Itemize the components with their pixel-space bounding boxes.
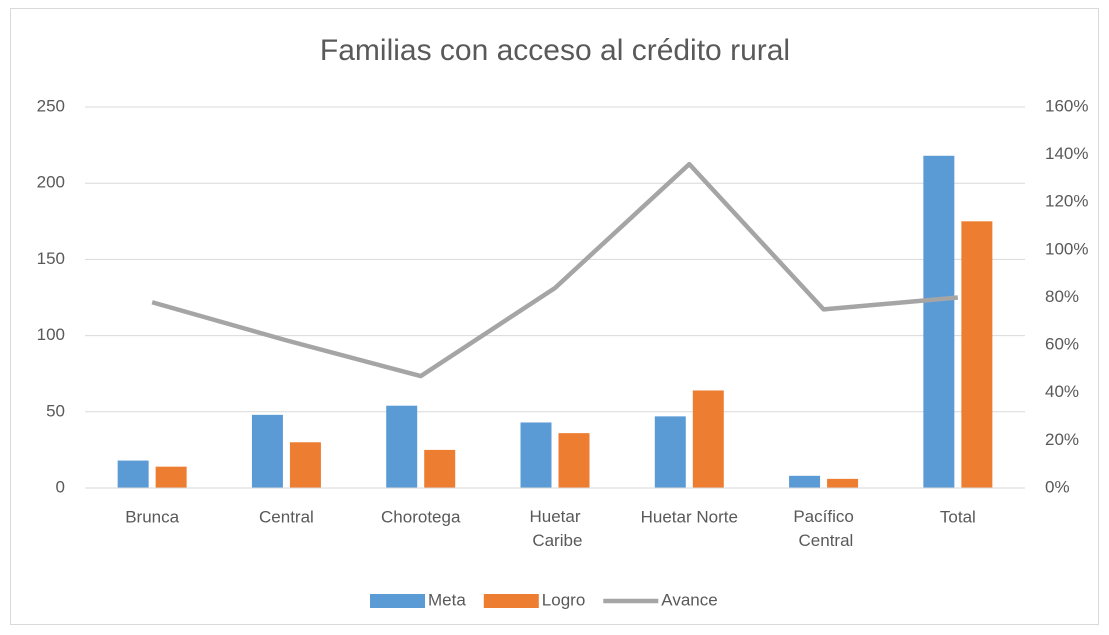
bar	[654, 416, 686, 488]
y2-tick-label: 140%	[1045, 144, 1088, 163]
y2-tick-label: 40%	[1045, 382, 1079, 401]
y2-tick-label: 0%	[1045, 477, 1070, 496]
x-tick-label: Chorotega	[381, 507, 461, 526]
x-tick-line: Caribe	[528, 531, 583, 550]
x-tick-label: Total	[940, 507, 976, 526]
y-tick-label: 250	[37, 96, 65, 115]
y2-tick-label: 120%	[1045, 192, 1088, 211]
bar	[558, 433, 590, 488]
bar	[789, 475, 821, 488]
legend-swatch	[483, 594, 539, 608]
bar	[692, 390, 724, 488]
chart-title: Familias con acceso al crédito rural	[320, 34, 790, 67]
bar	[289, 442, 321, 488]
y-tick-label: 150	[37, 249, 65, 268]
legend-label: Meta	[428, 590, 466, 609]
y-tick-label: 100	[37, 325, 65, 344]
y-tick-label: 50	[46, 401, 65, 420]
bar	[520, 422, 552, 488]
y2-tick-label: 80%	[1045, 287, 1079, 306]
x-tick-label: Brunca	[125, 507, 179, 526]
y-tick-label: 200	[37, 173, 65, 192]
y-tick-label: 0	[56, 477, 65, 496]
y2-tick-label: 20%	[1045, 430, 1079, 449]
bar	[251, 414, 283, 488]
line-series	[151, 161, 959, 379]
y2-tick-label: 160%	[1045, 96, 1088, 115]
bar	[923, 155, 955, 488]
legend-swatch	[370, 594, 425, 608]
x-tick-label: Huetar Caribe	[528, 507, 583, 550]
bar	[117, 460, 149, 488]
x-tick-line: Pacífico	[793, 507, 853, 526]
legend-label: Avance	[661, 590, 717, 609]
bar	[961, 221, 993, 489]
x-tick-label: Huetar Norte	[641, 507, 738, 526]
y2-tick-label: 100%	[1045, 239, 1088, 258]
bar	[386, 405, 418, 488]
chart-frame	[10, 8, 1099, 625]
bar	[827, 478, 859, 488]
x-tick-line: Central	[794, 531, 854, 550]
x-tick-label: Pacífico Central	[793, 507, 853, 550]
legend-label: Logro	[542, 590, 585, 609]
x-tick-line: Huetar	[529, 507, 580, 526]
bar	[424, 449, 456, 488]
bar	[155, 466, 187, 488]
y2-tick-label: 60%	[1045, 335, 1079, 354]
x-tick-label: Central	[259, 507, 314, 526]
